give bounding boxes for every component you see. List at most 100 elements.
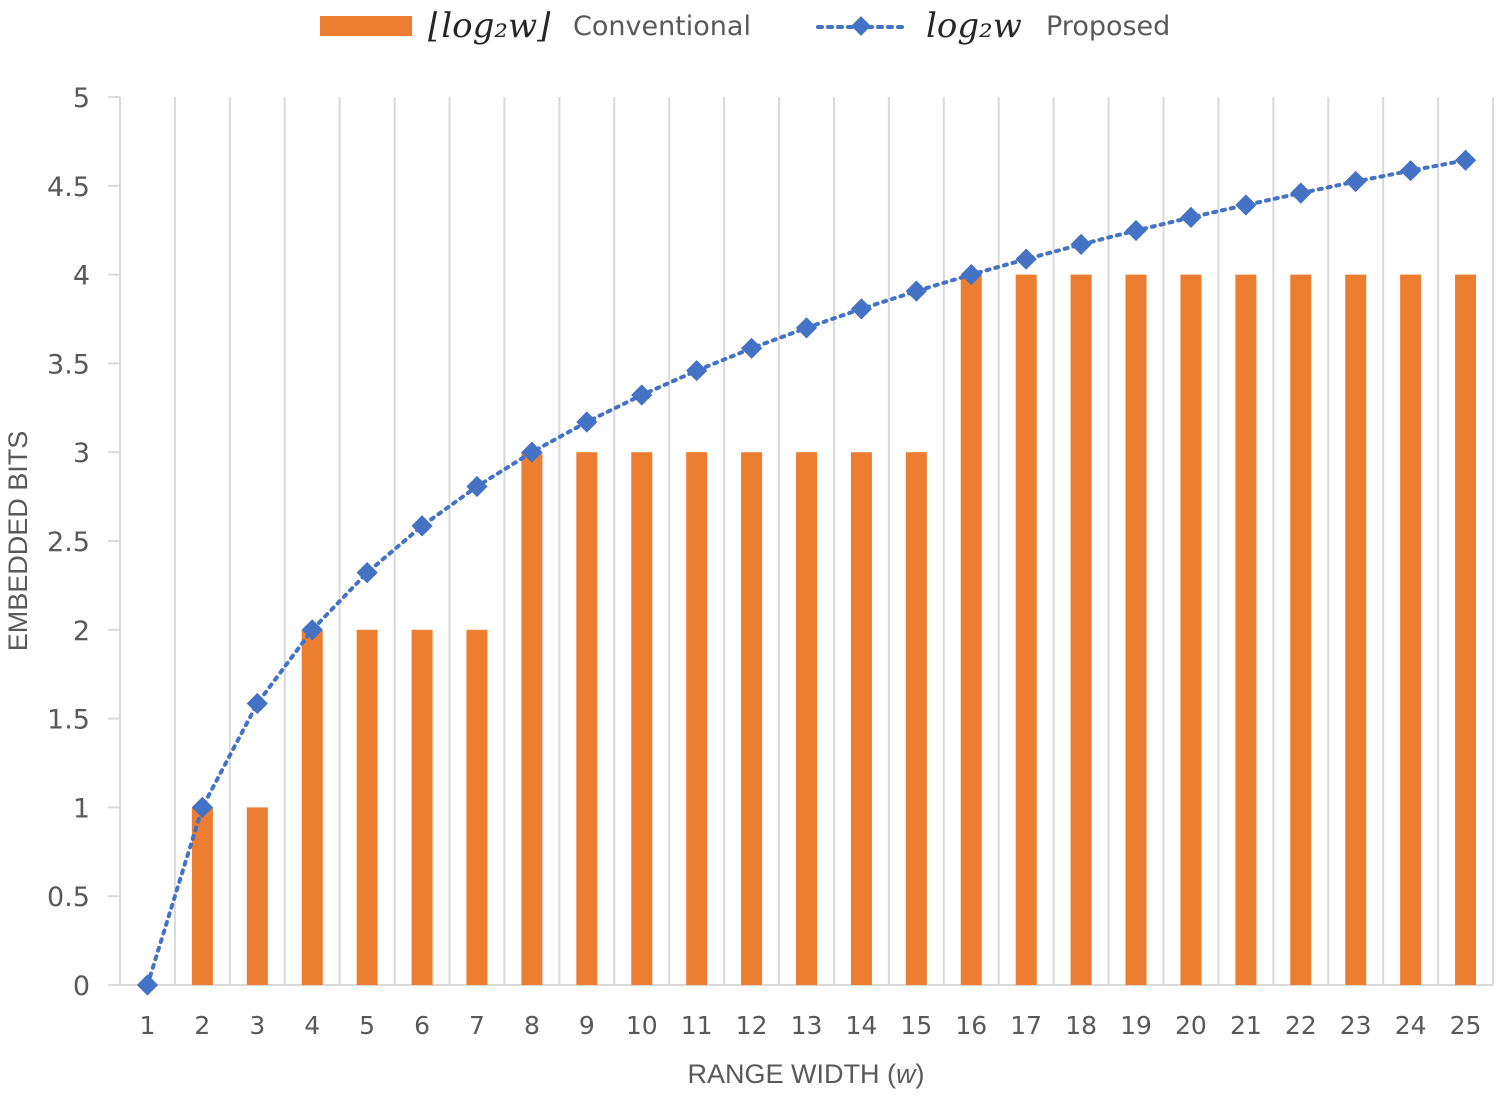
x-tick-label: 10 (626, 1011, 658, 1040)
proposed-point (1290, 182, 1312, 204)
x-tick-label: 20 (1175, 1011, 1207, 1040)
proposed-point (1125, 219, 1147, 242)
bar-conventional (1290, 274, 1312, 986)
bar-conventional (1180, 274, 1202, 986)
y-tick-label: 1 (73, 793, 90, 824)
bar-conventional (741, 452, 763, 985)
bar-conventional (521, 452, 543, 985)
y-tick-label: 4 (73, 261, 90, 292)
x-tick-label: 3 (249, 1011, 265, 1040)
bar-conventional (191, 807, 213, 985)
bar-conventional (1235, 274, 1257, 986)
y-tick-label: 5 (73, 83, 90, 114)
bar-conventional (1345, 274, 1367, 986)
legend-formula-conventional: ⌊log₂w⌋ (428, 6, 551, 46)
x-tick-label: 4 (304, 1011, 320, 1040)
bar-conventional (850, 452, 872, 985)
x-axis-ticks: 1 2 3 4 5 6 7 8 9 10 11 12 13 14 15 16 17 18 19 20 21 22 23 24 2… (140, 1011, 1482, 1040)
proposed-point (1345, 170, 1367, 193)
proposed-point (1180, 206, 1202, 229)
proposed-point (136, 974, 159, 996)
proposed-point (246, 692, 268, 715)
x-tick-label: 13 (791, 1011, 823, 1040)
x-axis-title-var: w (896, 1059, 917, 1089)
bar-conventional (1070, 274, 1092, 986)
conventional-bars (191, 274, 1477, 986)
y-tick-label: 4.5 (47, 172, 90, 203)
x-tick-label: 23 (1340, 1011, 1372, 1040)
x-tick-label: 1 (140, 1011, 156, 1040)
proposed-point (905, 280, 927, 302)
bar-conventional (1400, 274, 1422, 986)
y-tick-label: 0.5 (47, 882, 90, 913)
y-tick-label: 1.5 (47, 705, 90, 736)
proposed-point (1400, 160, 1422, 182)
legend-formula-proposed: log₂w (926, 6, 1022, 46)
proposed-point (191, 796, 213, 819)
proposed-point (576, 411, 598, 433)
y-tick-label: 3 (73, 438, 90, 469)
vertical-gridlines (119, 97, 1494, 985)
x-tick-label: 11 (681, 1011, 713, 1040)
bar-conventional (356, 629, 378, 985)
bar-conventional (576, 452, 598, 985)
proposed-point (1235, 194, 1257, 216)
x-tick-label: 14 (846, 1011, 878, 1040)
x-tick-label: 22 (1285, 1011, 1317, 1040)
x-tick-label: 12 (736, 1011, 768, 1040)
proposed-point (411, 515, 433, 537)
x-tick-label: 16 (955, 1011, 987, 1040)
proposed-series (136, 149, 1477, 996)
proposed-point (686, 360, 708, 382)
bar-conventional (301, 629, 323, 985)
bar-conventional (1455, 274, 1477, 986)
x-tick-label: 19 (1120, 1011, 1152, 1040)
x-tick-label: 25 (1450, 1011, 1482, 1040)
legend-label-proposed: Proposed (1046, 11, 1170, 42)
y-axis-ticks: 0 0.5 1 1.5 2 2.5 3 3.5 4 4.5 5 (47, 83, 90, 1002)
bar-conventional (411, 629, 433, 985)
bar-conventional (960, 274, 982, 986)
bar-conventional (466, 629, 488, 985)
x-tick-label: 5 (359, 1011, 375, 1040)
x-tick-label: 18 (1065, 1011, 1097, 1040)
legend-swatch-conventional (320, 16, 412, 36)
x-tick-label: 21 (1230, 1011, 1262, 1040)
bar-conventional (905, 452, 927, 985)
bar-conventional (1125, 274, 1147, 986)
proposed-point (521, 441, 543, 463)
y-axis-title: EMBEDDED BITS (3, 431, 33, 652)
x-axis-title-prefix: RANGE WIDTH ( (688, 1059, 897, 1089)
bar-conventional (246, 807, 268, 985)
x-tick-label: 6 (414, 1011, 430, 1040)
x-axis-title: RANGE WIDTH (w) (688, 1059, 925, 1089)
proposed-point (1015, 248, 1037, 270)
legend-label-conventional: Conventional (573, 11, 751, 42)
x-tick-label: 15 (900, 1011, 932, 1040)
bar-conventional (796, 452, 817, 985)
y-tick-label: 0 (73, 971, 90, 1002)
proposed-point (795, 317, 818, 339)
bar-conventional (631, 452, 653, 985)
legend-marker-proposed (851, 16, 871, 36)
x-tick-label: 17 (1010, 1011, 1042, 1040)
y-tick-label: 2.5 (47, 527, 90, 558)
proposed-point (740, 337, 763, 359)
proposed-point (850, 298, 873, 320)
proposed-point (631, 384, 653, 406)
proposed-point (1454, 149, 1477, 171)
proposed-point (301, 619, 323, 641)
proposed-point (356, 562, 378, 584)
x-tick-label: 24 (1395, 1011, 1427, 1040)
x-tick-label: 8 (524, 1011, 540, 1040)
proposed-point (960, 263, 982, 286)
bar-conventional (1015, 274, 1037, 986)
x-axis-title-suffix: ) (916, 1059, 925, 1089)
x-tick-label: 9 (579, 1011, 595, 1040)
y-tick-label: 3.5 (47, 349, 90, 380)
x-tick-label: 7 (469, 1011, 485, 1040)
x-tick-label: 2 (194, 1011, 210, 1040)
bar-conventional (686, 452, 708, 985)
y-tick-label: 2 (73, 616, 90, 647)
